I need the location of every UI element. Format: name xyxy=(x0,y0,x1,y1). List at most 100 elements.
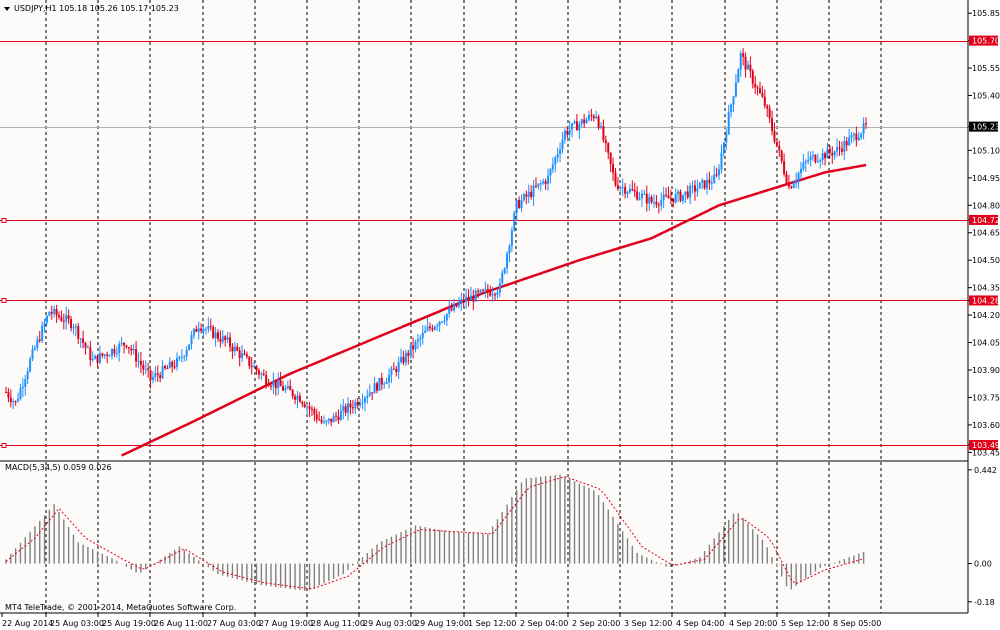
candle-body xyxy=(602,126,605,141)
candle-80 xyxy=(197,321,200,340)
candle-298 xyxy=(722,141,725,157)
candle-316 xyxy=(766,104,769,117)
candle-127 xyxy=(310,405,313,417)
candle-162 xyxy=(395,365,398,377)
candle-351 xyxy=(850,131,853,144)
candle-164 xyxy=(400,348,403,365)
candle-332 xyxy=(804,159,807,172)
candle-body xyxy=(26,371,29,380)
dropdown-triangle-icon[interactable] xyxy=(4,7,10,11)
copyright-text: MT4 TeleTrade, © 2001-2014, MetaQuotes S… xyxy=(5,603,236,612)
candle-body xyxy=(17,398,20,402)
candle-body xyxy=(33,347,36,350)
candle-176 xyxy=(428,322,431,332)
candle-94 xyxy=(231,343,234,359)
candle-346 xyxy=(838,140,841,156)
candle-body xyxy=(626,192,629,194)
candle-body xyxy=(390,368,393,375)
candle-185 xyxy=(450,302,453,312)
horizontal-levels xyxy=(0,41,968,448)
candle-288 xyxy=(698,182,701,189)
candle-body xyxy=(70,318,73,329)
candle-142 xyxy=(347,397,350,421)
candle-212 xyxy=(515,199,518,221)
candle-299 xyxy=(725,128,728,151)
candle-body xyxy=(12,401,15,403)
candle-146 xyxy=(356,397,359,409)
candle-body xyxy=(274,381,277,389)
candle-281 xyxy=(681,194,684,204)
candle-326 xyxy=(790,185,793,189)
candle-body xyxy=(397,362,400,372)
candle-body xyxy=(814,155,817,162)
candle-111 xyxy=(272,372,275,395)
candle-body xyxy=(294,396,297,400)
candle-43 xyxy=(108,354,111,357)
candle-286 xyxy=(693,180,696,201)
candle-body xyxy=(356,401,359,406)
candle-81 xyxy=(200,323,203,334)
candle-body xyxy=(513,212,516,231)
candle-body xyxy=(310,408,313,410)
candle-95 xyxy=(233,341,236,357)
candle-106 xyxy=(260,371,263,380)
candle-body xyxy=(860,133,863,138)
candle-body xyxy=(628,188,631,193)
candle-6 xyxy=(19,383,22,401)
candle-296 xyxy=(718,164,721,181)
candle-body xyxy=(696,188,699,192)
candle-53 xyxy=(132,344,135,355)
candle-293 xyxy=(710,175,713,190)
candle-body xyxy=(532,185,535,198)
level-anchor-3 xyxy=(1,443,7,448)
candle-body xyxy=(573,121,576,124)
candle-body xyxy=(662,194,665,201)
current-price-box xyxy=(969,121,998,132)
candle-body xyxy=(672,198,675,203)
time-label: 1 Sep 12:00 xyxy=(468,619,516,628)
candle-body xyxy=(106,354,109,356)
candle-body xyxy=(633,190,636,192)
candle-225 xyxy=(547,168,550,191)
candle-139 xyxy=(339,403,342,421)
candle-body xyxy=(344,406,347,413)
candle-167 xyxy=(407,349,410,365)
candle-166 xyxy=(404,349,407,367)
candle-body xyxy=(457,302,460,307)
candle-body xyxy=(209,326,212,328)
candle-body xyxy=(754,83,757,88)
candle-189 xyxy=(460,292,463,311)
candle-body xyxy=(850,135,853,138)
candle-241 xyxy=(585,117,588,124)
candle-body xyxy=(441,321,444,323)
candle-body xyxy=(74,326,77,328)
candle-96 xyxy=(236,343,239,352)
candle-body xyxy=(465,296,468,303)
candle-body xyxy=(636,191,639,200)
candle-body xyxy=(554,157,557,165)
candle-138 xyxy=(337,409,340,424)
candle-body xyxy=(91,359,94,361)
time-label: 29 Aug 03:00 xyxy=(363,619,417,628)
candle-313 xyxy=(759,81,762,94)
candle-49 xyxy=(123,342,126,354)
candle-122 xyxy=(298,392,301,403)
candle-body xyxy=(467,296,470,300)
candle-body xyxy=(792,183,795,188)
price-label: 105.40 xyxy=(972,91,1000,100)
candle-84 xyxy=(207,317,210,333)
candle-body xyxy=(831,152,834,156)
candle-50 xyxy=(125,344,128,349)
candle-126 xyxy=(308,401,311,418)
candle-280 xyxy=(679,189,682,203)
candle-113 xyxy=(277,372,280,395)
candle-body xyxy=(118,343,121,354)
candle-body xyxy=(171,361,174,367)
current-price-label: 105.23 xyxy=(972,123,1000,132)
candle-88 xyxy=(216,329,219,342)
candle-121 xyxy=(296,390,299,409)
candle-27 xyxy=(70,316,73,332)
candle-body xyxy=(67,315,70,319)
